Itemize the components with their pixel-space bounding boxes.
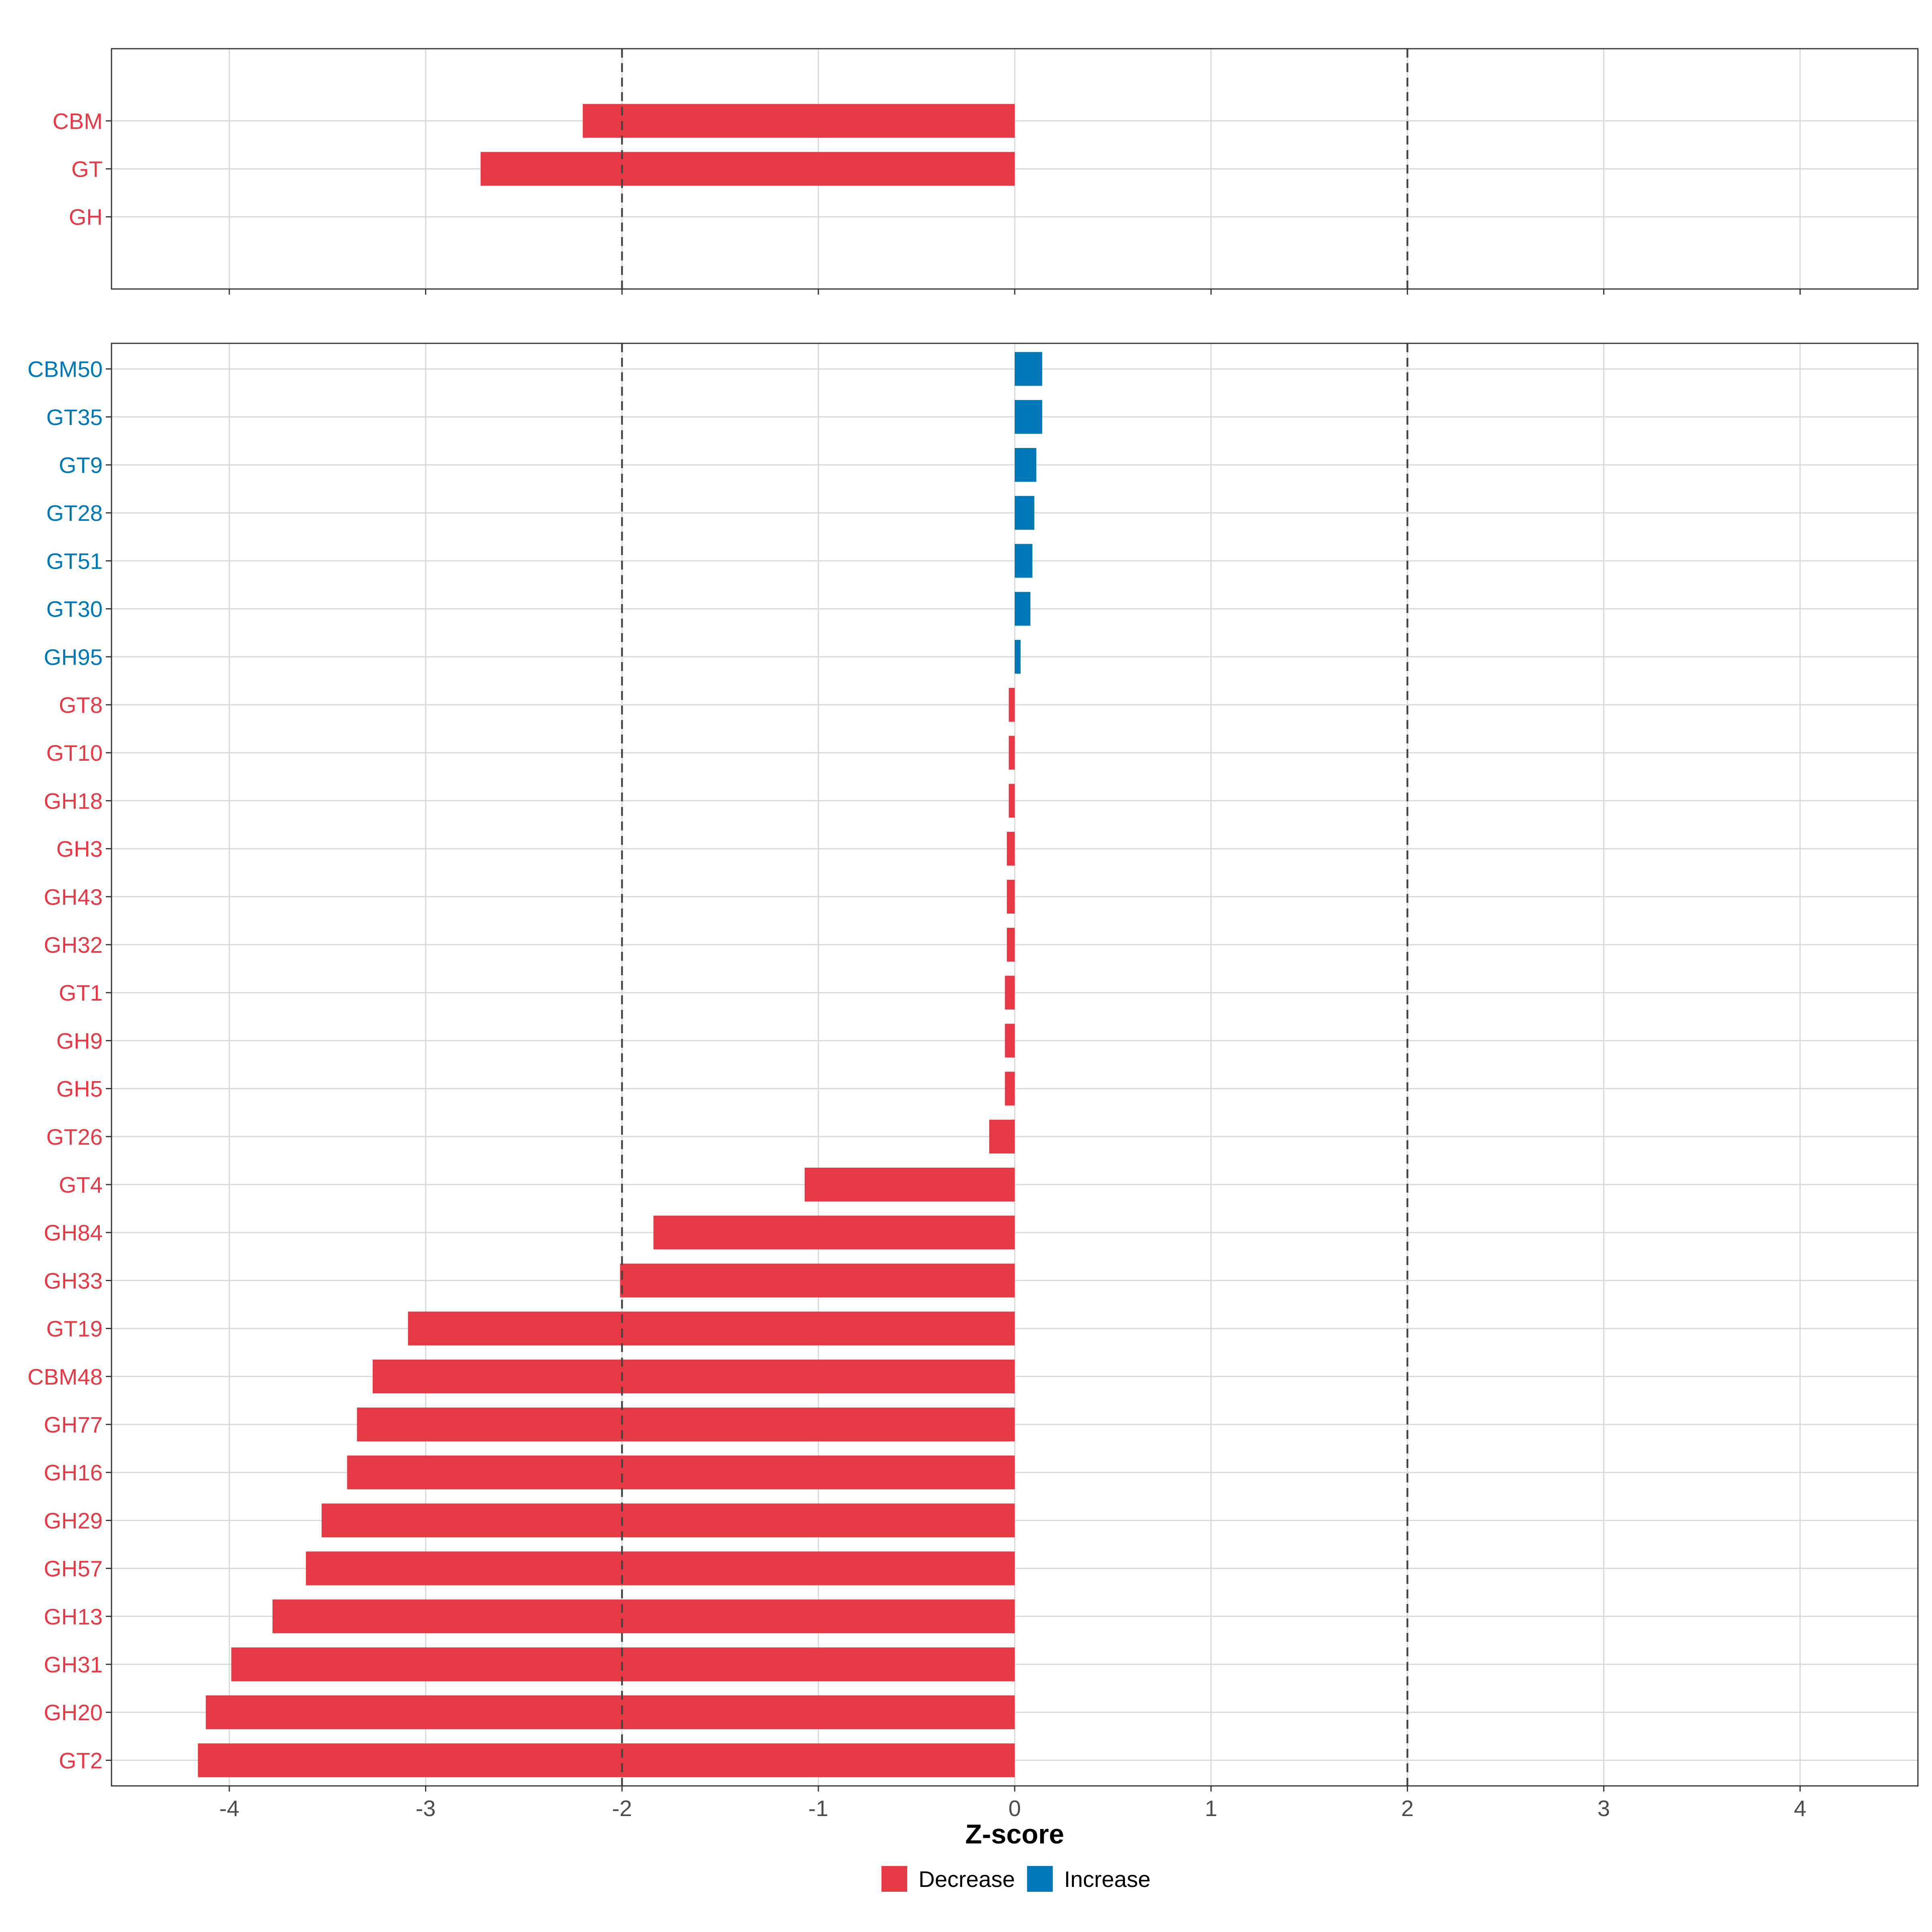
bar-gt8 [1009,688,1015,722]
y-tick-label-gh33: GH33 [44,1268,103,1293]
legend: Decrease Increase [881,1866,1150,1892]
bar-gh95 [1015,640,1021,674]
y-tick-label-gt4: GT4 [59,1172,103,1197]
y-tick-label-gt28: GT28 [46,500,103,526]
bar-gt28 [1015,496,1034,530]
y-tick-label-gt35: GT35 [46,405,103,430]
x-tick-label: -4 [219,1796,239,1821]
y-tick-label-gt: GT [71,157,103,182]
bar-gh33 [620,1263,1015,1298]
bar-gt [481,152,1015,186]
bar-gh18 [1009,784,1015,818]
bar-gh29 [321,1503,1015,1538]
panel-family: CBM50 GT35 GT9 GT28 GT51 GT30 GH95 GT8 GT10 GH18 G… [27,343,1919,1792]
y-tick-label-gt9: GT9 [59,452,103,478]
x-tick-label: -3 [416,1796,436,1821]
y-tick-label-gh84: GH84 [44,1220,103,1245]
y-tick-label-gh: GH [69,204,103,230]
y-tick-label-cbm48: CBM48 [27,1364,103,1389]
legend-label-increase: Increase [1064,1866,1151,1892]
bar-gt26 [989,1119,1015,1154]
y-tick-label-gt10: GT10 [46,740,103,766]
y-tick-label-gh20: GH20 [44,1700,103,1725]
bar-gh31 [231,1647,1015,1681]
y-tick-label-gt51: GT51 [46,548,103,574]
bar-gh3 [1007,832,1015,866]
bar-gt4 [805,1168,1015,1201]
x-tick-label: -1 [808,1796,828,1821]
y-tick-label-gh3: GH3 [56,836,103,862]
bar-gh16 [347,1455,1015,1490]
y-tick-label-gh57: GH57 [44,1556,103,1581]
y-tick-label-gt19: GT19 [46,1316,103,1342]
bar-gh20 [206,1695,1015,1730]
y-tick-label-gh43: GH43 [44,884,103,910]
y-tick-label-gt8: GT8 [59,692,103,718]
y-tick-label-gt30: GT30 [46,597,103,622]
bar-gt1 [1005,976,1015,1010]
x-axis-title: Z-score [965,1819,1064,1849]
bar-gt19 [408,1311,1015,1346]
y-tick-label-gt1: GT1 [59,980,103,1005]
bar-gt35 [1015,400,1042,434]
legend-swatch-increase [1027,1866,1053,1892]
x-axis: -4 -3 -2 -1 0 1 2 3 4 [219,1796,1806,1821]
bar-cbm50 [1015,352,1042,386]
bar-gh84 [653,1216,1015,1250]
bar-gh13 [272,1599,1015,1633]
y-tick-label-gt26: GT26 [46,1124,103,1150]
y-tick-label-gh29: GH29 [44,1508,103,1533]
bar-gt10 [1009,736,1015,770]
bar-gh77 [357,1408,1015,1441]
legend-swatch-decrease [881,1866,907,1892]
x-tick-label: -2 [612,1796,632,1821]
bar-gt51 [1015,544,1032,578]
y-tick-label-gh31: GH31 [44,1652,103,1677]
x-tick-label: 4 [1794,1796,1806,1821]
bar-cbm [582,104,1015,138]
bar-gt30 [1015,592,1031,626]
x-tick-label: 0 [1008,1796,1021,1821]
legend-label-decrease: Decrease [919,1866,1015,1892]
x-tick-label: 3 [1598,1796,1610,1821]
bar-gh9 [1005,1024,1015,1058]
y-tick-label-gh32: GH32 [44,932,103,958]
bar-gh32 [1007,928,1015,962]
x-tick-label: 2 [1401,1796,1414,1821]
bar-gh57 [305,1551,1015,1585]
bar-gh43 [1007,879,1015,914]
y-tick-label-gh9: GH9 [56,1028,103,1053]
y-tick-label-gh18: GH18 [44,788,103,813]
y-tick-label-gh77: GH77 [44,1412,103,1437]
bar-cbm48 [372,1359,1015,1393]
bar-gh5 [1005,1071,1015,1106]
panel-class: CBM GT GH [53,48,1919,295]
y-tick-label-cbm50: CBM50 [27,357,103,382]
y-tick-label-gh5: GH5 [56,1076,103,1102]
y-tick-label-gh16: GH16 [44,1460,103,1485]
y-tick-label-cbm: CBM [53,108,103,134]
x-tick-label: 1 [1205,1796,1217,1821]
bar-gt9 [1015,448,1036,482]
y-tick-label-gt2: GT2 [59,1748,103,1773]
bar-gt2 [198,1743,1015,1777]
y-tick-label-gh13: GH13 [44,1604,103,1629]
y-tick-label-gh95: GH95 [44,644,103,670]
